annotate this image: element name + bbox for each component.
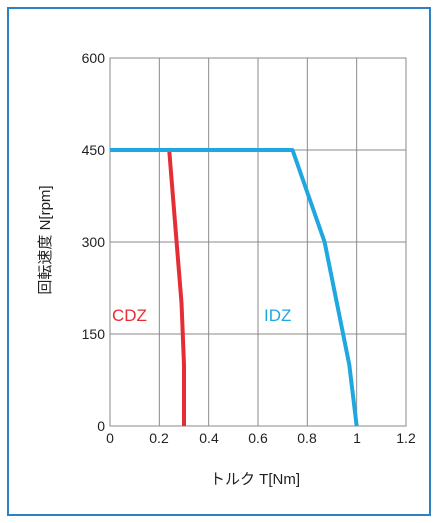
series-label-cdz: CDZ: [112, 306, 147, 325]
x-axis-title: トルク T[Nm]: [210, 471, 300, 488]
x-tick-labels: 0 0.2 0.4 0.6 0.8 1 1.2: [106, 430, 416, 446]
x-tick-label: 0.2: [149, 430, 169, 446]
x-tick-label: 1: [353, 430, 361, 446]
y-tick-label: 600: [82, 50, 106, 66]
y-tick-labels: 0 150 300 450 600: [82, 50, 106, 434]
y-tick-label: 300: [82, 234, 106, 250]
y-tick-label: 150: [82, 326, 106, 342]
x-tick-label: 0.4: [199, 430, 219, 446]
x-tick-label: 0.8: [297, 430, 317, 446]
series-label-idz: IDZ: [264, 306, 291, 325]
y-tick-label: 450: [82, 142, 106, 158]
x-tick-label: 0.6: [248, 430, 268, 446]
series-group: [110, 148, 359, 427]
grid: [110, 58, 406, 426]
series-line-idz: [110, 148, 359, 427]
x-tick-label: 0: [106, 430, 114, 446]
y-axis-title: 回転速度 N[rpm]: [37, 185, 54, 294]
x-tick-label: 1.2: [396, 430, 416, 446]
y-tick-label: 0: [97, 418, 105, 434]
